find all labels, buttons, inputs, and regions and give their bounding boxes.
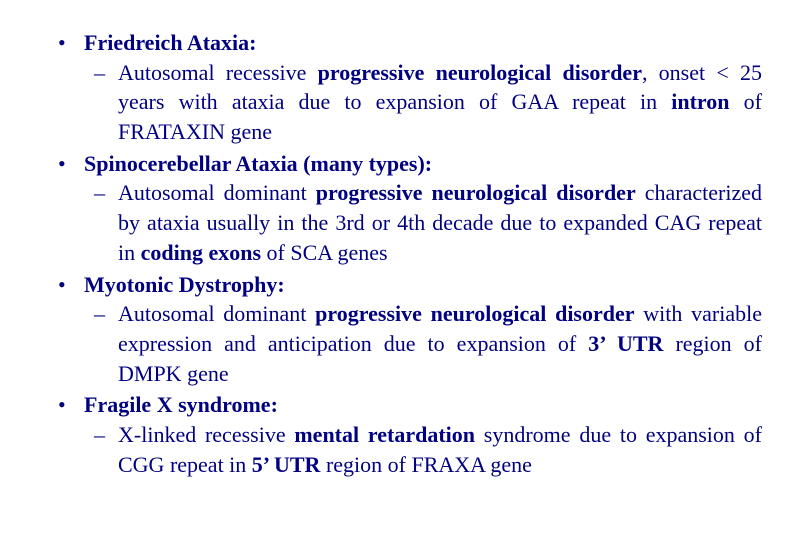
- text: of SCA genes: [261, 240, 388, 265]
- text-bold: progressive neurological disorder: [315, 301, 634, 326]
- text-bold: mental retardation: [294, 422, 475, 447]
- item-title: Myotonic Dystrophy:: [84, 272, 285, 297]
- text-bold: progressive neurological disorder: [318, 60, 642, 85]
- slide-content: Friedreich Ataxia: Autosomal recessive p…: [0, 0, 810, 501]
- text-bold: progressive neurological disorder: [316, 180, 636, 205]
- list-item: Fragile X syndrome: X-linked recessive m…: [48, 390, 762, 479]
- sub-item: Autosomal recessive progressive neurolog…: [84, 58, 762, 147]
- sub-item: X-linked recessive mental retardation sy…: [84, 420, 762, 479]
- text: X-linked recessive: [118, 422, 294, 447]
- sub-item: Autosomal dominant progressive neurologi…: [84, 178, 762, 267]
- text-bold: 5’ UTR: [252, 452, 321, 477]
- list-item: Myotonic Dystrophy: Autosomal dominant p…: [48, 270, 762, 389]
- item-title: Friedreich Ataxia:: [84, 30, 257, 55]
- item-title: Fragile X syndrome:: [84, 392, 278, 417]
- bullet-list: Friedreich Ataxia: Autosomal recessive p…: [48, 28, 762, 479]
- sub-list: X-linked recessive mental retardation sy…: [84, 420, 762, 479]
- text: Autosomal recessive: [118, 60, 318, 85]
- text: Autosomal dominant: [118, 180, 316, 205]
- sub-list: Autosomal dominant progressive neurologi…: [84, 299, 762, 388]
- sub-list: Autosomal dominant progressive neurologi…: [84, 178, 762, 267]
- list-item: Friedreich Ataxia: Autosomal recessive p…: [48, 28, 762, 147]
- text-bold: 3’ UTR: [588, 331, 663, 356]
- text-bold: intron: [671, 89, 729, 114]
- item-title: Spinocerebellar Ataxia (many types):: [84, 151, 432, 176]
- text-bold: coding exons: [141, 240, 261, 265]
- sub-item: Autosomal dominant progressive neurologi…: [84, 299, 762, 388]
- sub-list: Autosomal recessive progressive neurolog…: [84, 58, 762, 147]
- text: region of FRAXA gene: [320, 452, 531, 477]
- list-item: Spinocerebellar Ataxia (many types): Aut…: [48, 149, 762, 268]
- text: Autosomal dominant: [118, 301, 315, 326]
